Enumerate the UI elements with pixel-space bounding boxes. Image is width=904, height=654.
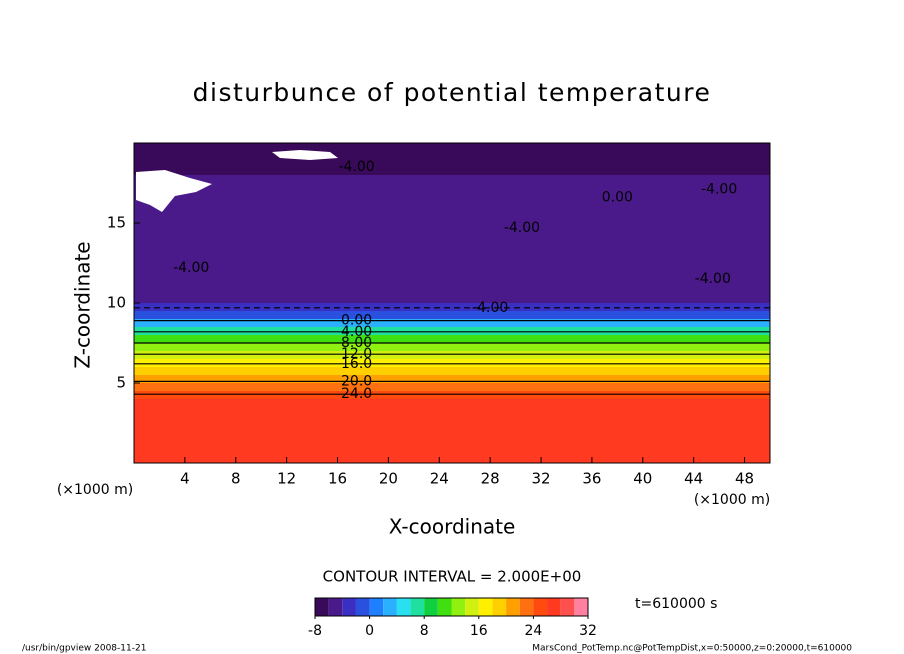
field-band xyxy=(134,175,770,207)
field-band xyxy=(134,327,770,335)
contour-interval: CONTOUR INTERVAL = 2.000E+00 xyxy=(323,568,582,586)
colorbar-tick-label: 0 xyxy=(365,623,374,639)
colorbar-tick-label: 24 xyxy=(524,623,542,639)
y-axis-label: Z-coordinate xyxy=(71,241,95,368)
colorbar-segment xyxy=(574,598,588,616)
colorbar-tick-label: 32 xyxy=(579,623,597,639)
colorbar-segment xyxy=(342,598,356,616)
colorbar-tick-label: -8 xyxy=(308,623,322,639)
x-tick-label: 4 xyxy=(180,470,190,488)
x-tick-label: 16 xyxy=(328,470,347,488)
colorbar-segment xyxy=(560,598,575,616)
colorbar-frame xyxy=(314,597,589,617)
missing-patch xyxy=(136,170,212,212)
colorbar-segment xyxy=(519,598,534,616)
field-band xyxy=(134,343,770,351)
field-band xyxy=(134,335,770,343)
field-band xyxy=(134,359,770,367)
colorbar-segment xyxy=(506,598,520,616)
field-band xyxy=(134,271,770,303)
contour-label: -4.00 xyxy=(695,271,731,287)
field-band xyxy=(134,399,770,463)
y-unit: (×1000 m) xyxy=(57,482,133,498)
colorbar-tick-label: 16 xyxy=(470,623,488,639)
x-tick-label: 20 xyxy=(379,470,398,488)
colorbar-segment xyxy=(533,598,548,616)
x-tick-label: 40 xyxy=(633,470,652,488)
colorbar-segment xyxy=(492,598,507,616)
x-tick-label: 24 xyxy=(430,470,449,488)
colorbar-segment xyxy=(547,598,561,616)
contour-label: 24.0 xyxy=(341,386,372,402)
field-band xyxy=(134,239,770,271)
contour-label: -4.00 xyxy=(338,159,374,175)
colorbar-segment xyxy=(355,598,370,616)
x-tick-label: 28 xyxy=(481,470,500,488)
colorbar-segment xyxy=(315,598,329,616)
field-band xyxy=(134,303,770,311)
x-tick-label: 48 xyxy=(735,470,754,488)
missing-patch xyxy=(272,150,338,160)
footer-left: /usr/bin/gpview 2008-11-21 xyxy=(22,644,146,654)
colorbar-segment xyxy=(369,598,384,616)
field-band xyxy=(134,207,770,239)
contour-label: 20.0 xyxy=(341,373,372,389)
x-tick-label: 36 xyxy=(582,470,601,488)
colorbar-segment xyxy=(451,598,466,616)
y-tick-label: 15 xyxy=(107,214,126,232)
contour-label: 12.0 xyxy=(341,346,372,362)
contour-label: 4.00 xyxy=(341,324,372,340)
colorbar-segment xyxy=(328,598,343,616)
colorbar-segment xyxy=(437,598,452,616)
colorbar-segment xyxy=(410,598,425,616)
colorbar-segment xyxy=(396,598,411,616)
contour-label: -4.00 xyxy=(701,181,737,197)
x-axis-label: X-coordinate xyxy=(389,515,516,539)
y-tick-label: 5 xyxy=(116,374,126,392)
field-band xyxy=(134,311,770,319)
field-band xyxy=(134,351,770,359)
contour-label: 0.00 xyxy=(341,313,372,329)
field-band xyxy=(134,367,770,375)
y-tick-label: 10 xyxy=(107,294,126,312)
colorbar-segment xyxy=(424,598,438,616)
time-label: t=610000 s xyxy=(635,596,717,612)
field-band xyxy=(134,143,770,175)
colorbar-segment xyxy=(478,598,493,616)
colorbar-segment xyxy=(465,598,479,616)
x-tick-label: 12 xyxy=(277,470,296,488)
x-tick-label: 44 xyxy=(684,470,703,488)
colorbar-segment xyxy=(383,598,397,616)
contour-label: -4.00 xyxy=(472,300,508,316)
contour-label: -4.00 xyxy=(504,220,540,236)
contour-label: -4.00 xyxy=(173,260,209,276)
x-tick-label: 32 xyxy=(531,470,550,488)
x-unit: (×1000 m) xyxy=(694,492,770,508)
field-band xyxy=(134,383,770,391)
chart-title: disturbunce of potential temperature xyxy=(193,78,712,107)
colorbar-tick-label: 8 xyxy=(420,623,429,639)
field-band xyxy=(134,375,770,383)
footer-right: MarsCond_PotTemp.nc@PotTempDist,x=0:5000… xyxy=(532,644,852,654)
contour-label: 8.00 xyxy=(341,335,372,351)
field-band xyxy=(134,319,770,327)
field-band xyxy=(134,391,770,399)
contour-label: 16.0 xyxy=(341,356,372,372)
contour-label: 0.00 xyxy=(602,189,633,205)
x-tick-label: 8 xyxy=(231,470,241,488)
